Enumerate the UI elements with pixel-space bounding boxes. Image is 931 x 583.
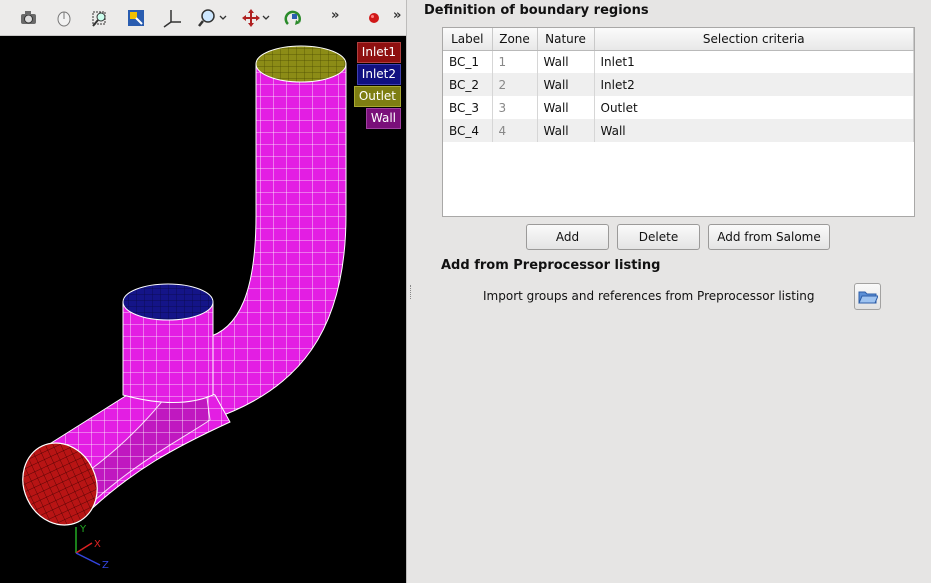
axis-z-label: Z <box>102 560 109 571</box>
add-from-salome-button[interactable]: Add from Salome <box>708 224 830 250</box>
panel-splitter[interactable] <box>406 0 415 583</box>
cell-nature[interactable]: Wall <box>537 119 595 142</box>
zoom-icon[interactable] <box>197 6 229 30</box>
header-selection-criteria[interactable]: Selection criteria <box>594 28 914 51</box>
axes-icon[interactable] <box>160 6 184 30</box>
section-title: Definition of boundary regions <box>424 3 649 18</box>
cell-zone[interactable]: 4 <box>492 119 538 142</box>
toolbar-overflow-button[interactable]: » <box>331 8 340 23</box>
preprocessor-browse-button[interactable] <box>854 283 881 310</box>
table-row[interactable]: BC_1 1 Wall Inlet1 <box>443 50 914 73</box>
preprocessor-import-label: Import groups and references from Prepro… <box>483 289 815 303</box>
fit-all-icon[interactable] <box>124 6 148 30</box>
axis-x-label: X <box>94 539 101 550</box>
legend-outlet: Outlet <box>353 86 401 107</box>
table-row[interactable]: BC_4 4 Wall Wall <box>443 119 914 142</box>
inlet2-face <box>122 283 214 321</box>
boundary-regions-table[interactable]: Label Zone Nature Selection criteria BC_… <box>442 27 915 217</box>
cell-label[interactable]: BC_1 <box>443 50 493 73</box>
table-row[interactable]: BC_2 2 Wall Inlet2 <box>443 73 914 96</box>
inlet1-face <box>22 442 98 526</box>
cell-criteria[interactable]: Inlet1 <box>594 50 914 73</box>
boundary-regions-panel: Definition of boundary regions Label Zon… <box>415 0 931 583</box>
cell-nature[interactable]: Wall <box>537 96 595 119</box>
pan-icon[interactable] <box>240 6 272 30</box>
cell-label[interactable]: BC_4 <box>443 119 493 142</box>
axes-triad: X Y Z <box>75 524 109 571</box>
legend-wall: Wall <box>365 108 401 129</box>
cell-label[interactable]: BC_3 <box>443 96 493 119</box>
cell-zone[interactable]: 2 <box>492 73 538 96</box>
splitter-grip[interactable] <box>410 285 412 299</box>
cell-criteria[interactable]: Outlet <box>594 96 914 119</box>
fit-area-icon[interactable] <box>88 6 112 30</box>
cell-criteria[interactable]: Wall <box>594 119 914 142</box>
mesh-viewport[interactable]: X Y Z <box>0 37 406 583</box>
viewer-panel[interactable]: » » <box>0 0 406 583</box>
viewer-toolbar: » » <box>0 0 406 36</box>
cell-zone[interactable]: 3 <box>492 96 538 119</box>
preprocessor-section-title: Add from Preprocessor listing <box>441 258 661 273</box>
outlet-face <box>255 45 347 83</box>
rotate-icon[interactable] <box>282 6 306 30</box>
toolbar-overflow-button-2[interactable]: » <box>393 8 402 23</box>
cell-criteria[interactable]: Inlet2 <box>594 73 914 96</box>
table-row[interactable]: BC_3 3 Wall Outlet <box>443 96 914 119</box>
cell-nature[interactable]: Wall <box>537 73 595 96</box>
table-header-row: Label Zone Nature Selection criteria <box>443 28 914 51</box>
add-button[interactable]: Add <box>526 224 609 250</box>
reset-view-icon[interactable] <box>52 6 76 30</box>
cell-label[interactable]: BC_2 <box>443 73 493 96</box>
header-nature[interactable]: Nature <box>537 28 595 51</box>
cell-zone[interactable]: 1 <box>492 50 538 73</box>
wall-mesh-outlet-pipe <box>204 63 347 421</box>
axis-y-label: Y <box>79 524 87 535</box>
record-icon[interactable] <box>362 6 386 30</box>
wall-mesh-inlet2-pipe <box>122 301 214 403</box>
legend-inlet2: Inlet2 <box>356 64 401 85</box>
header-label[interactable]: Label <box>443 28 493 51</box>
legend-inlet1: Inlet1 <box>356 42 401 63</box>
folder-open-icon <box>857 291 878 303</box>
header-zone[interactable]: Zone <box>492 28 538 51</box>
delete-button[interactable]: Delete <box>617 224 700 250</box>
cell-nature[interactable]: Wall <box>537 50 595 73</box>
camera-icon[interactable] <box>17 6 41 30</box>
